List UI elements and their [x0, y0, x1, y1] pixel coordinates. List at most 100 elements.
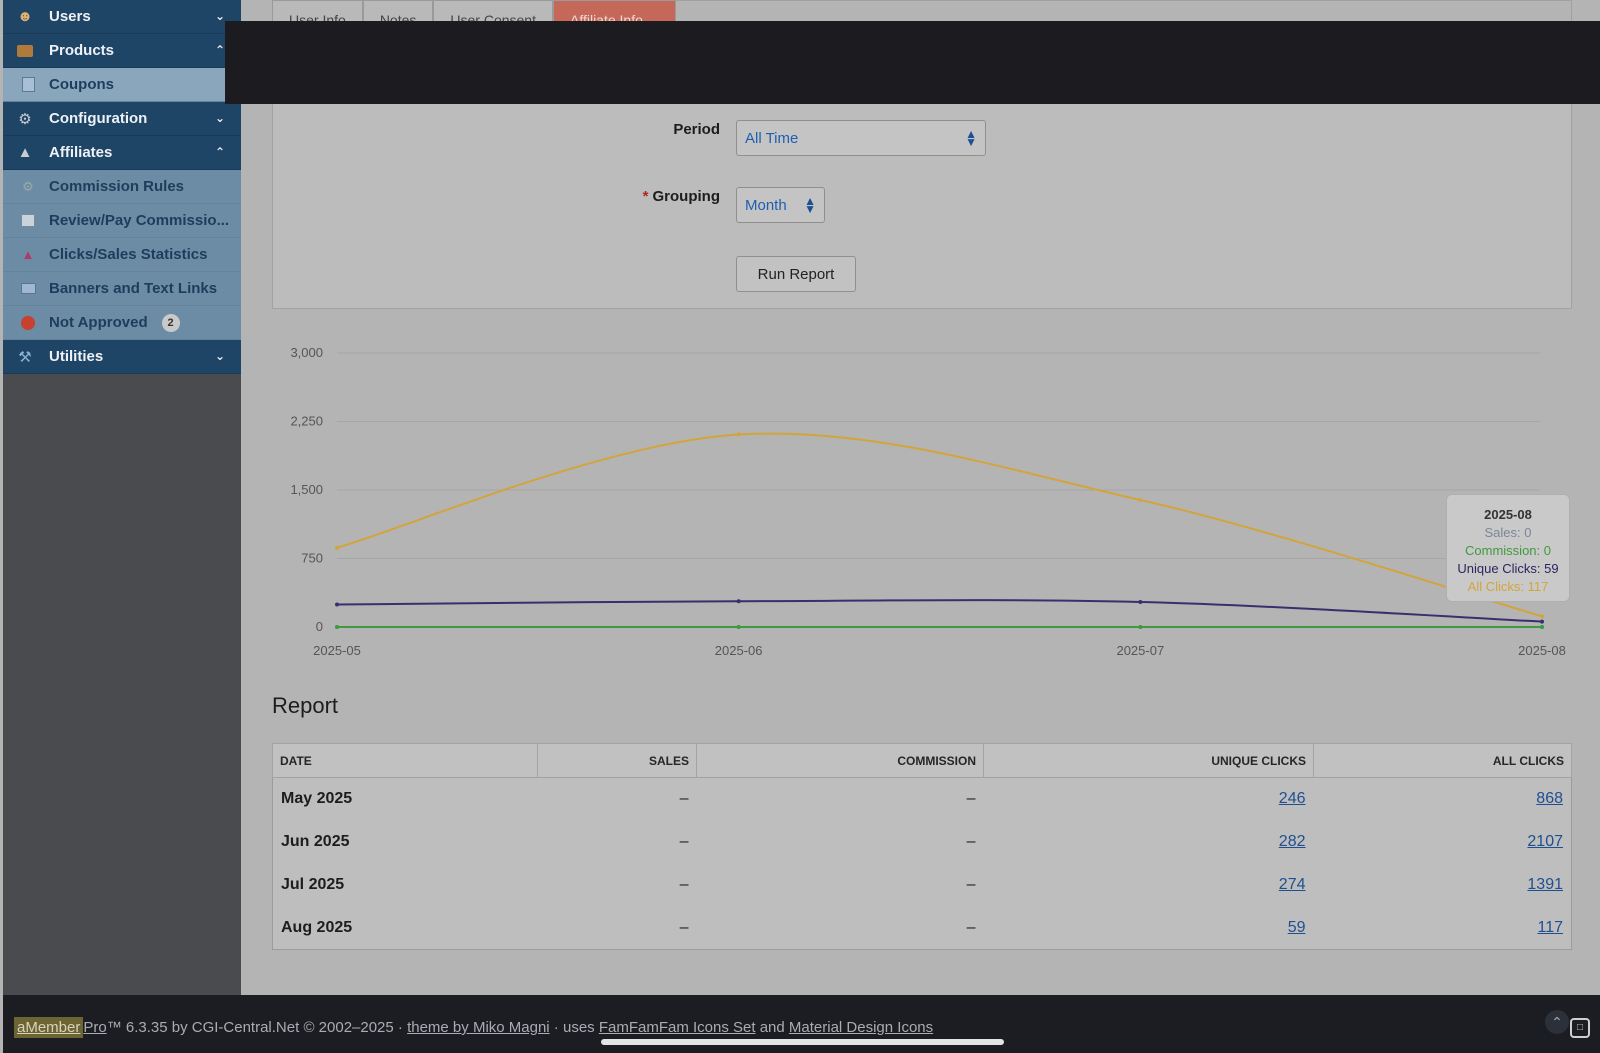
cell-all-clicks-link[interactable]: 2107: [1313, 820, 1572, 864]
sidebar-item-utilities[interactable]: ⚒ Utilities ⌄: [3, 340, 241, 374]
required-marker: *: [642, 188, 649, 205]
data-point-all-clicks: [1540, 614, 1544, 619]
x-tick-label: 2025-06: [715, 643, 763, 658]
footer-pro-link[interactable]: Pro: [83, 1019, 107, 1036]
cell-date: Jul 2025: [272, 863, 538, 907]
gear-icon: ⚙: [18, 110, 32, 128]
sidebar-item-label: Utilities: [49, 348, 104, 365]
chevron-up-icon: ⌃: [214, 43, 225, 57]
table-row: Aug 2025 – – 59 117: [272, 906, 1572, 950]
cog-small-icon: ⚙: [22, 178, 34, 194]
period-label: Period: [673, 121, 720, 138]
chevron-down-icon: ⌄: [214, 349, 225, 363]
sidebar-item-banners[interactable]: Banners and Text Links: [3, 272, 241, 306]
footer-brand-link[interactable]: aMember: [14, 1017, 84, 1038]
wrench-icon: ⚒: [18, 348, 32, 366]
sidebar-item-clicks-sales-statistics[interactable]: ▲ Clicks/Sales Statistics: [3, 238, 241, 272]
table-icon: [19, 212, 37, 230]
chevron-up-icon: ⌃: [214, 145, 225, 159]
cell-unique-clicks-link[interactable]: 59: [983, 906, 1314, 950]
tab-affiliate-info[interactable]: Affiliate Info ⌄: [552, 0, 676, 21]
cell-commission: –: [696, 777, 984, 821]
data-point-unique-clicks: [736, 599, 741, 604]
count-badge: 2: [161, 313, 180, 332]
cell-unique-clicks-link[interactable]: 246: [983, 777, 1314, 821]
sidebar-item-review-pay[interactable]: Review/Pay Commissio...: [3, 204, 241, 238]
period-select[interactable]: All Time ▲ ▼: [736, 120, 986, 156]
chart-tooltip: 2025-08 Sales: 0 Commission: 0 Unique Cl…: [1446, 494, 1570, 602]
cell-all-clicks-link[interactable]: 117: [1313, 906, 1572, 950]
y-tick-label: 750: [301, 551, 323, 566]
report-title: Report: [272, 693, 339, 718]
banner-icon: [19, 280, 37, 298]
tooltip-all-clicks: All Clicks: 117: [1467, 579, 1549, 594]
tooltip-sales: Sales: 0: [1484, 525, 1532, 540]
column-header-unique-clicks: Unique Clicks: [983, 743, 1314, 778]
sidebar-item-label: Users: [49, 8, 91, 25]
column-header-date: Date: [272, 743, 538, 778]
series-line-all-clicks: [336, 432, 1543, 618]
footer-icons-link[interactable]: FamFamFam Icons Set: [598, 1019, 756, 1036]
tooltip-commission: Commission: 0: [1465, 543, 1551, 558]
grouping-label: * Grouping: [573, 188, 720, 205]
cell-commission: –: [696, 863, 984, 907]
sidebar-item-products[interactable]: Products ⌃: [3, 34, 241, 68]
table-header-row: Date Sales Commission Unique Clicks All …: [272, 743, 1572, 778]
tab-user-consent[interactable]: User Consent: [433, 0, 553, 21]
horizontal-scrollbar[interactable]: [601, 1039, 1004, 1045]
cell-unique-clicks-link[interactable]: 274: [983, 863, 1314, 907]
x-tick-label: 2025-07: [1116, 643, 1164, 658]
footer-version-text: ™ 6.3.35 by CGI-Central.Net © 2002–2025 …: [106, 1019, 408, 1036]
column-header-all-clicks: All Clicks: [1313, 743, 1572, 778]
column-header-sales: Sales: [537, 743, 697, 778]
grouping-select-value: Month: [745, 197, 787, 214]
cell-sales: –: [537, 906, 697, 950]
box-icon: [15, 41, 35, 61]
affiliates-icon: ▲: [17, 144, 33, 161]
cell-all-clicks-link[interactable]: 868: [1313, 777, 1572, 821]
screenshot-icon[interactable]: □: [1570, 1018, 1590, 1038]
footer-theme-link[interactable]: theme by Miko Magni: [407, 1019, 550, 1036]
data-point-all-clicks: [736, 432, 741, 437]
table-row: May 2025 – – 246 868: [272, 777, 1572, 821]
column-header-commission: Commission: [696, 743, 984, 778]
cell-sales: –: [537, 777, 697, 821]
sidebar-item-users[interactable]: ☻ Users ⌄: [3, 0, 241, 34]
tooltip-title: 2025-08: [1484, 507, 1532, 522]
tooltip-unique-clicks: Unique Clicks: 59: [1457, 561, 1559, 576]
chart-icon: ▲: [21, 247, 35, 262]
grouping-select[interactable]: Month ▲ ▼: [736, 187, 825, 223]
report-table: Date Sales Commission Unique Clicks All …: [272, 743, 1572, 950]
series-line-unique-clicks: [336, 599, 1543, 623]
cell-unique-clicks-link[interactable]: 282: [983, 820, 1314, 864]
sidebar-item-commission-rules[interactable]: ⚙ Commission Rules: [3, 170, 241, 204]
sidebar-item-label: Not Approved: [49, 314, 148, 331]
footer-uses-text: · uses: [549, 1019, 599, 1036]
sidebar-item-affiliates[interactable]: ▲ Affiliates ⌃: [3, 136, 241, 170]
sidebar-item-configuration[interactable]: ⚙ Configuration ⌄: [3, 102, 241, 136]
data-point-commission: [736, 625, 741, 629]
tab-notes[interactable]: Notes: [362, 0, 434, 21]
y-tick-label: 3,000: [290, 345, 323, 360]
data-point-unique-clicks: [1138, 599, 1143, 604]
sidebar-item-not-approved[interactable]: Not Approved 2: [3, 306, 241, 340]
chart-y-ticks: 0 750 1,500 2,250 3,000: [290, 345, 323, 634]
cell-commission: –: [696, 906, 984, 950]
tab-user-info[interactable]: User Info: [272, 0, 363, 21]
sidebar-item-coupons[interactable]: Coupons: [3, 68, 225, 102]
cell-date: Jun 2025: [272, 820, 538, 864]
data-point-commission: [1540, 625, 1544, 629]
chart-gridlines: [337, 352, 1540, 628]
cell-all-clicks-link[interactable]: 1391: [1313, 863, 1572, 907]
run-report-button[interactable]: Run Report: [736, 256, 856, 292]
sidebar-item-label: Configuration: [49, 110, 148, 127]
footer-material-link[interactable]: Material Design Icons: [788, 1019, 934, 1036]
grouping-label-text: Grouping: [652, 188, 721, 205]
sidebar-item-label: Affiliates: [49, 144, 113, 161]
y-tick-label: 2,250: [290, 414, 323, 429]
data-point-unique-clicks: [1540, 619, 1544, 624]
sidebar-item-label: Coupons: [49, 76, 114, 93]
sidebar-item-label: Review/Pay Commissio...: [49, 212, 230, 229]
scroll-to-top-icon[interactable]: ⌃: [1545, 1010, 1569, 1034]
